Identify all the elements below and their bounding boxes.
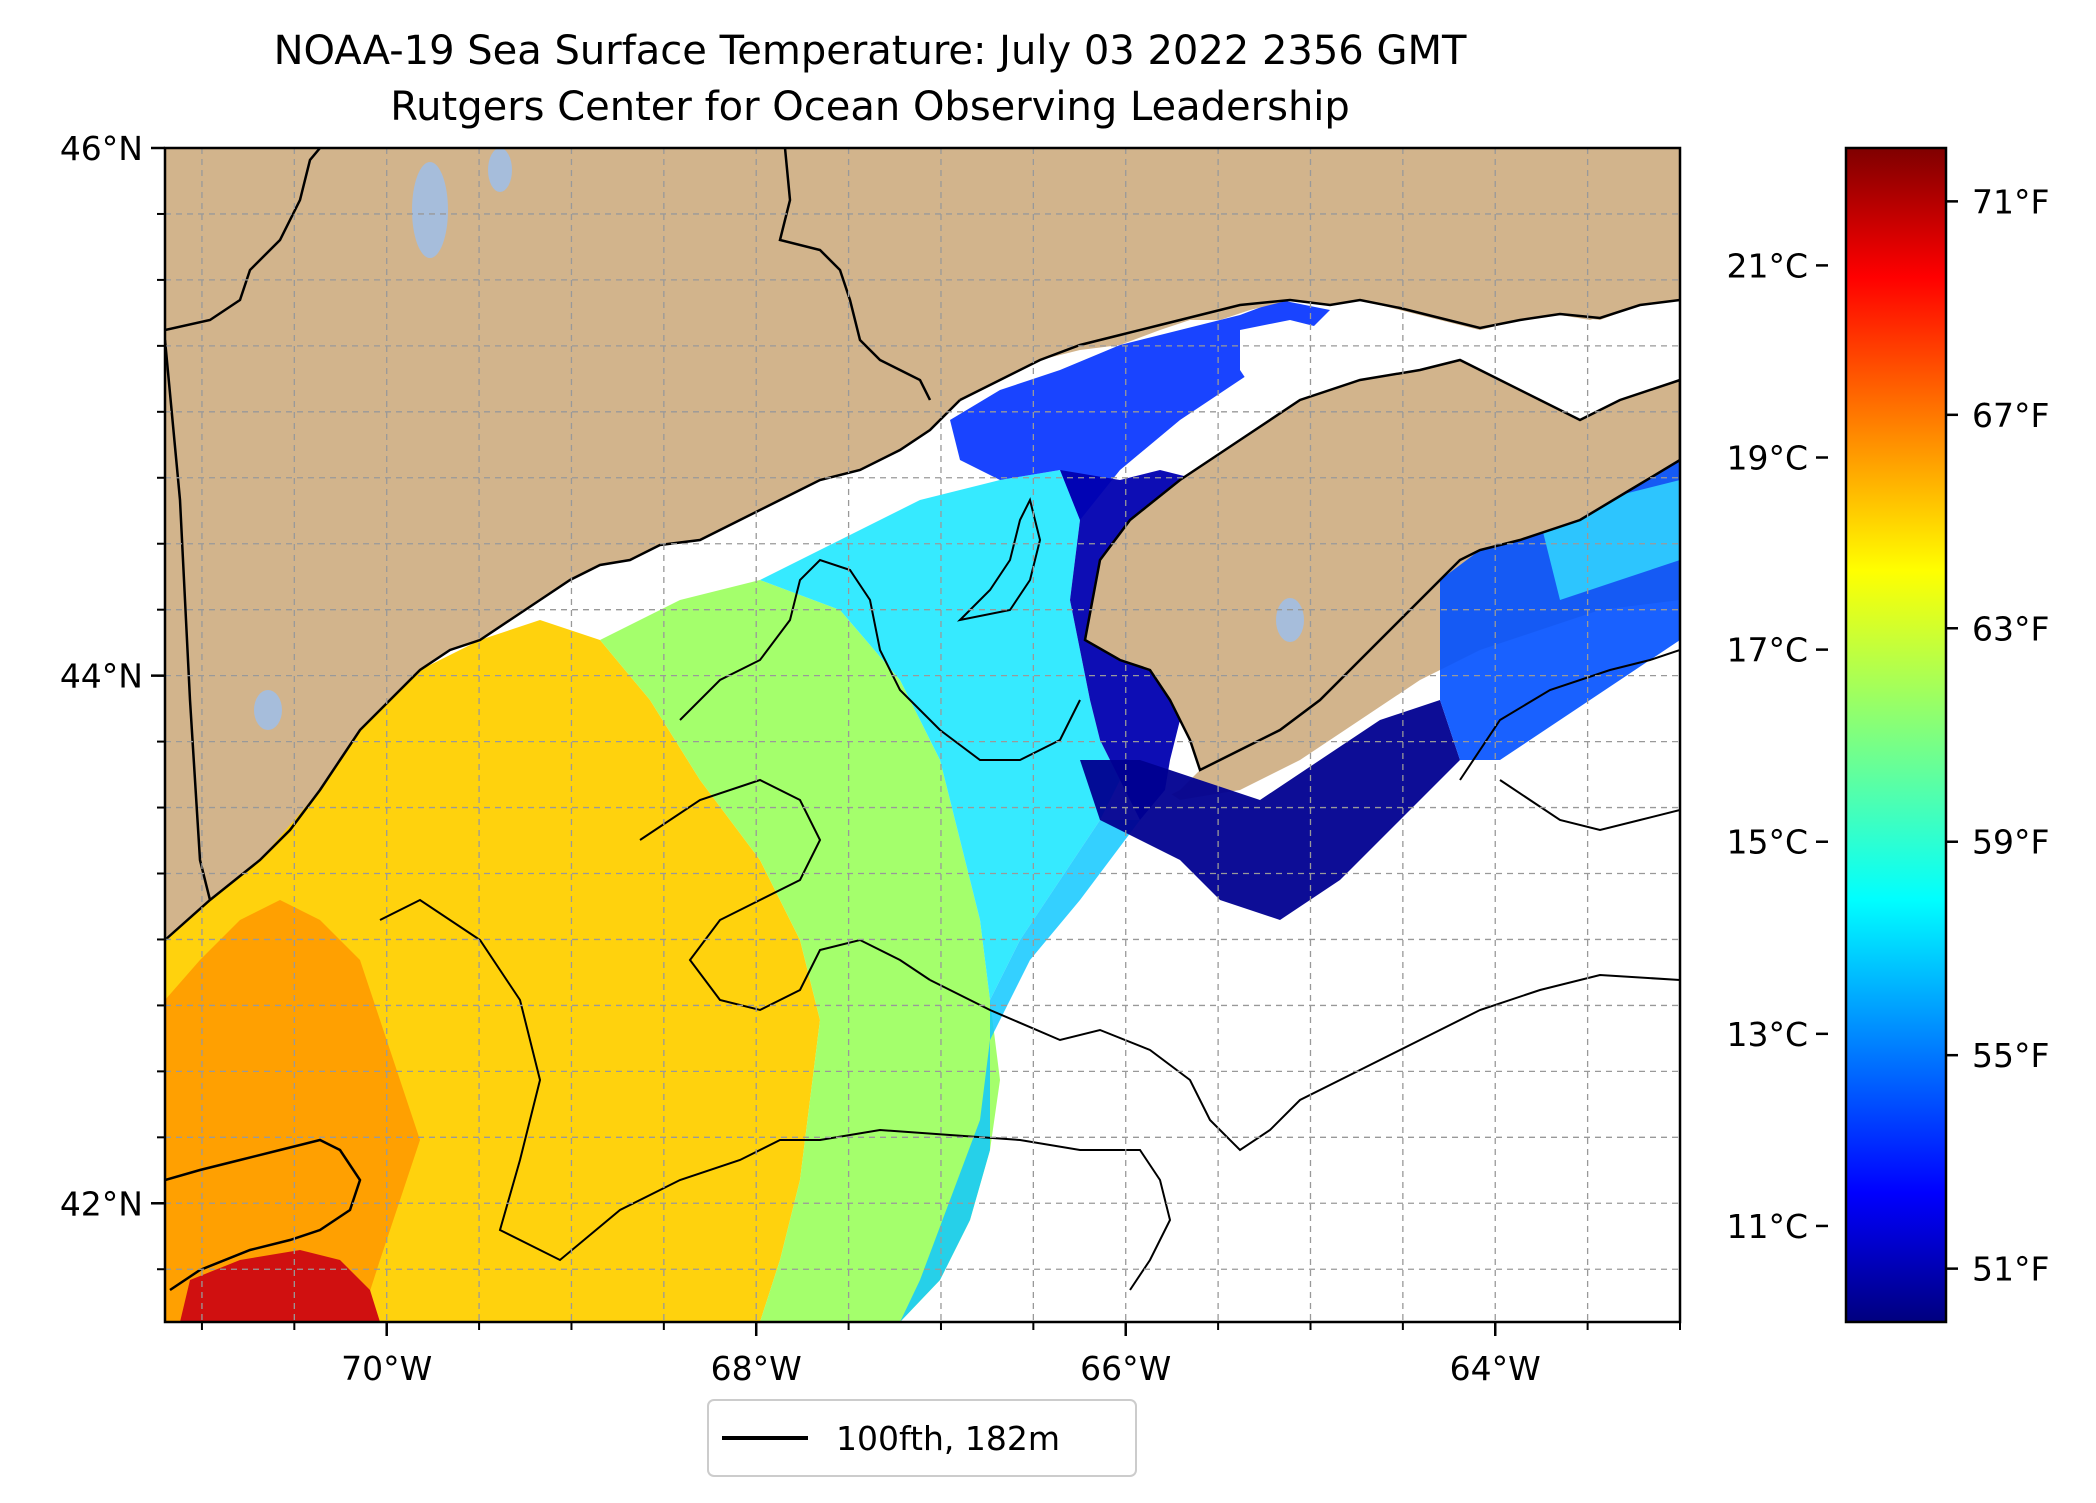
colorbar-ticks: 71°F 67°F 63°F 59°F 55°F 51°F 21°C 19°C 17°C 15°C… — [1726, 182, 2049, 1288]
lon-tick-label: 70°W — [341, 1349, 432, 1388]
lon-tick-label: 64°W — [1450, 1349, 1541, 1388]
contour-100fth-emerald — [1499, 779, 1680, 832]
lat-axis: 46°N 44°N 42°N — [60, 129, 165, 1271]
lake-nova-scotia — [1276, 598, 1304, 642]
contour-100fth-fundy — [956, 497, 1042, 622]
border-us-canada — [778, 148, 932, 401]
gridlines — [165, 148, 1680, 1322]
colorbar-f-label: 63°F — [1972, 609, 2049, 648]
colorbar-c-label: 15°C — [1726, 823, 1808, 862]
sst-cyan-center — [760, 470, 1120, 1000]
colorbar-f-label: 71°F — [1972, 182, 2049, 221]
coastline-maine — [165, 399, 961, 941]
colorbar-c-label: 21°C — [1726, 246, 1808, 285]
plot-frame — [163, 146, 1682, 1324]
colorbar-f-label: 67°F — [1972, 396, 2049, 435]
lon-tick-label: 66°W — [1080, 1349, 1171, 1388]
map-subtitle: Rutgers Center for Ocean Observing Leade… — [390, 84, 1350, 130]
legend-label: 100fth, 182m — [836, 1419, 1060, 1458]
land-nova-scotia — [1083, 358, 1680, 772]
lat-tick-label: 42°N — [60, 1184, 143, 1223]
contour-100fth-georges — [379, 898, 1172, 1291]
colorbar-f-label: 59°F — [1972, 823, 2049, 862]
coastline-north — [959, 298, 1680, 402]
sst-darkblue-shelf — [1080, 700, 1460, 920]
contour-100fth-jordan — [679, 558, 1081, 761]
coastline-capecod — [165, 1138, 362, 1292]
lake-sebago — [254, 690, 282, 730]
lake-moosehead — [412, 162, 448, 258]
lon-tick-label: 68°W — [711, 1349, 802, 1388]
legend: 100fth, 182m — [707, 1399, 1137, 1477]
contour-100fth-shelf — [929, 973, 1680, 1152]
sst-red-capecod — [180, 1250, 380, 1322]
no-data-bay — [1240, 320, 1330, 400]
sst-cyan-south — [900, 820, 1140, 1322]
colorbar-c-label: 19°C — [1726, 439, 1808, 478]
colorbar-f-label: 55°F — [1972, 1036, 2049, 1075]
colorbar-f-label: 51°F — [1972, 1250, 2049, 1289]
colorbar-c-label: 13°C — [1726, 1015, 1808, 1054]
lat-tick-label: 46°N — [60, 129, 143, 168]
sst-yellowgreen-band — [600, 580, 1000, 1322]
lat-tick-label: 44°N — [60, 657, 143, 696]
land-north-shore — [660, 148, 1680, 420]
map-title: NOAA-19 Sea Surface Temperature: July 03… — [273, 28, 1467, 74]
legend-box — [707, 1399, 1137, 1477]
border-nb-quebec — [165, 148, 321, 332]
lake-north — [488, 148, 512, 192]
colorbar-c-label: 17°C — [1726, 631, 1808, 670]
sst-blue-bay-of-fundy — [950, 300, 1330, 520]
contour-100fth-scotian — [1459, 649, 1680, 781]
map-canvas — [165, 148, 1680, 1322]
colorbar — [1844, 146, 1948, 1324]
lon-axis: 70°W 68°W 66°W 64°W — [200, 1322, 1681, 1388]
no-data-east — [1100, 660, 1680, 1322]
colorbar-c-label: 11°C — [1726, 1207, 1808, 1246]
